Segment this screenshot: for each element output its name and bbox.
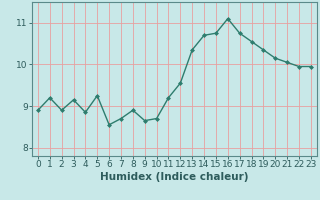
X-axis label: Humidex (Indice chaleur): Humidex (Indice chaleur) bbox=[100, 172, 249, 182]
